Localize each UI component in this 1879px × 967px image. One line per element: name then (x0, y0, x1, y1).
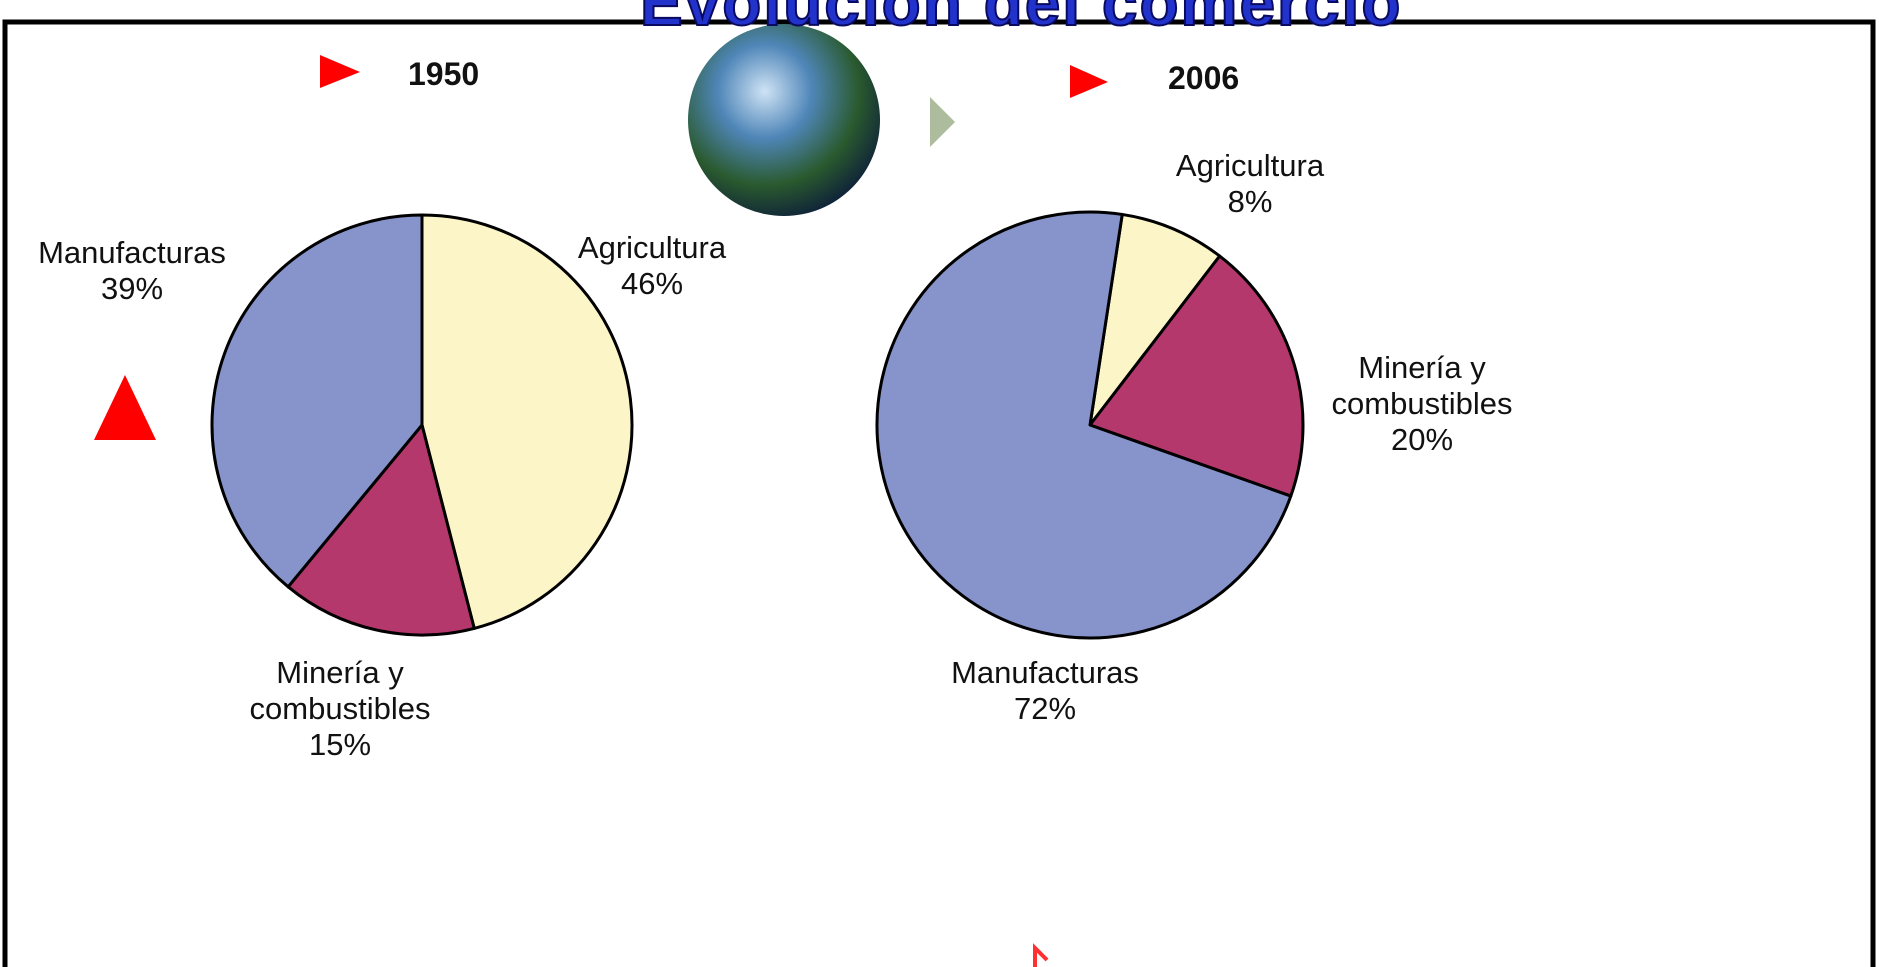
pie-slice (420, 213, 634, 630)
value-label: 46% (620, 266, 684, 301)
value-label: 20% (1390, 422, 1454, 457)
pie-slice (1088, 212, 1222, 427)
chart-title: 2006 (1168, 60, 1240, 96)
category-label: Minería y combustibles (249, 655, 431, 726)
slice-label: Minería y combustibles 20% (1322, 350, 1522, 458)
category-label: Agricultura (577, 230, 727, 265)
slice-label: Agricultura 8% (1120, 148, 1380, 220)
year-marker (1070, 65, 1108, 98)
slice-label: Agricultura 46% (522, 230, 782, 302)
slice-label: Minería y combustibles 15% (240, 655, 440, 763)
triangle-icon (94, 375, 156, 440)
globe (688, 24, 880, 216)
globe-land (930, 97, 955, 147)
category-label: Agricultura (1175, 148, 1325, 183)
value-label: 72% (1013, 691, 1077, 726)
value-label: 15% (308, 727, 372, 762)
value-label: 8% (1227, 184, 1273, 219)
category-label: Manufacturas (38, 235, 226, 270)
year-marker (320, 55, 360, 88)
category-label: Minería y combustibles (1331, 350, 1513, 421)
frame (2, 19, 1876, 967)
arrow-icon (1033, 943, 1049, 967)
slice-label: Manufacturas 39% (2, 235, 262, 307)
page-title: Evolución del comercio (639, 0, 1403, 40)
chart-title: 1950 (408, 56, 480, 92)
value-label: 39% (100, 271, 164, 306)
pie-slice (1088, 254, 1305, 498)
slice-label: Manufacturas 72% (915, 655, 1175, 727)
pie-slice (875, 210, 1293, 640)
category-label: Manufacturas (951, 655, 1139, 690)
pie-slice (286, 423, 476, 637)
pie-slice (210, 213, 424, 589)
